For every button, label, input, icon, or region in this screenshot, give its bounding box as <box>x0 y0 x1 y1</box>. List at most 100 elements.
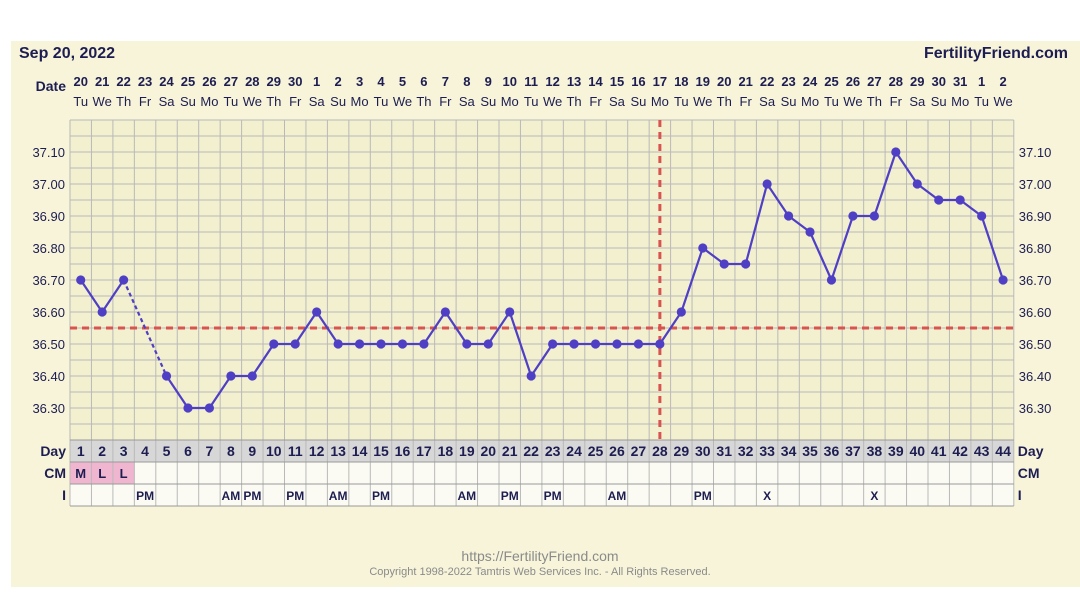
day-row-label: Day <box>40 443 66 459</box>
temperature-segment <box>208 375 232 409</box>
weekday-label: Th <box>416 94 431 109</box>
date-label: 23 <box>138 74 152 89</box>
day-number: 19 <box>459 443 475 459</box>
temperature-point <box>183 403 193 413</box>
date-label: 1 <box>978 74 985 89</box>
day-number: 4 <box>141 443 149 459</box>
temperature-segment <box>79 279 104 313</box>
day-number: 20 <box>480 443 496 459</box>
y-tick-label-left: 36.40 <box>32 369 65 384</box>
weekday-label: Su <box>931 94 947 109</box>
temperature-point <box>397 339 408 349</box>
temperature-point <box>333 339 343 349</box>
temperature-point <box>226 371 236 381</box>
weekday-label: Fr <box>740 94 753 109</box>
weekday-label: Mo <box>651 94 669 109</box>
temperature-point <box>526 371 536 381</box>
temperature-segment <box>423 311 447 345</box>
temperature-point <box>76 275 86 285</box>
date-label: 6 <box>420 74 427 89</box>
day-number: 30 <box>695 443 711 459</box>
day-number: 28 <box>652 443 668 459</box>
weekday-label: We <box>843 94 862 109</box>
day-number: 2 <box>98 443 106 459</box>
date-label: 2 <box>999 74 1006 89</box>
y-tick-label-right: 36.70 <box>1019 273 1052 288</box>
temperature-point <box>998 275 1008 285</box>
temperature-segment <box>894 151 919 185</box>
date-label: 24 <box>159 74 174 89</box>
temperature-segment <box>658 311 683 345</box>
chart-date: Sep 20, 2022 <box>19 45 116 62</box>
temperature-point <box>548 339 558 349</box>
date-label: 12 <box>545 74 559 89</box>
date-label: 9 <box>485 74 492 89</box>
intercourse-entry: PM <box>694 489 712 503</box>
temperature-point <box>247 371 257 381</box>
intercourse-entry: AM <box>457 489 476 503</box>
temperature-point <box>891 147 901 157</box>
temperature-point <box>440 307 450 317</box>
date-label: 21 <box>95 74 109 89</box>
temperature-segment <box>315 311 340 345</box>
temperature-point <box>826 275 837 285</box>
intercourse-entry: X <box>870 489 878 503</box>
temperature-segment <box>830 215 854 281</box>
temperature-point <box>955 195 965 205</box>
y-tick-label-right: 37.10 <box>1019 145 1052 160</box>
date-label: 20 <box>73 74 87 89</box>
weekday-label: Su <box>630 94 646 109</box>
weekday-label: Mo <box>501 94 519 109</box>
weekday-label: Tu <box>824 94 839 109</box>
day-number: 5 <box>163 443 171 459</box>
temperature-point <box>783 211 794 221</box>
intercourse-entry: PM <box>243 489 261 503</box>
day-number: 33 <box>759 443 775 459</box>
date-label: 30 <box>288 74 302 89</box>
temperature-segment <box>165 375 189 409</box>
brand-name[interactable]: FertilityFriend.com <box>923 45 1068 62</box>
temperature-point <box>354 339 365 349</box>
day-number: 37 <box>845 443 861 459</box>
day-number: 17 <box>416 443 432 459</box>
day-number: 15 <box>373 443 389 459</box>
cm-highlight <box>91 462 113 484</box>
date-row-label: Date <box>36 78 67 94</box>
temperature-point <box>741 259 751 269</box>
weekday-label: Tu <box>374 94 389 109</box>
y-tick-label-right: 36.90 <box>1019 209 1052 224</box>
date-label: 26 <box>202 74 216 89</box>
temperature-point <box>569 339 579 349</box>
date-label: 26 <box>846 74 860 89</box>
temperature-segment <box>101 279 125 313</box>
day-number: 29 <box>674 443 690 459</box>
day-number: 8 <box>227 443 235 459</box>
weekday-label: Th <box>116 94 131 109</box>
day-number: 44 <box>995 443 1011 459</box>
date-label: 8 <box>463 74 470 89</box>
y-tick-label-left: 36.80 <box>32 241 65 256</box>
temperature-point <box>719 259 729 269</box>
day-number: 27 <box>631 443 647 459</box>
weekday-label: Sa <box>909 94 926 109</box>
day-number: 36 <box>824 443 840 459</box>
weekday-label: Tu <box>974 94 989 109</box>
date-label: 2 <box>335 74 342 89</box>
cm-entry: L <box>98 466 106 481</box>
date-label: 29 <box>910 74 924 89</box>
intercourse-entry: PM <box>501 489 519 503</box>
temperature-point <box>869 211 879 221</box>
date-label: 28 <box>245 74 259 89</box>
y-tick-label-left: 36.70 <box>32 273 65 288</box>
footer-url[interactable]: https://FertilityFriend.com <box>461 548 619 564</box>
weekday-label: Th <box>266 94 281 109</box>
date-label: 11 <box>524 74 538 89</box>
weekday-label: Fr <box>289 94 302 109</box>
temperature-point <box>633 339 644 349</box>
weekday-label: We <box>693 94 712 109</box>
day-number: 40 <box>909 443 925 459</box>
y-tick-label-right: 36.80 <box>1019 241 1052 256</box>
temperature-point <box>934 195 944 205</box>
cm-highlight <box>70 462 92 484</box>
y-tick-label-right: 37.00 <box>1019 177 1052 192</box>
